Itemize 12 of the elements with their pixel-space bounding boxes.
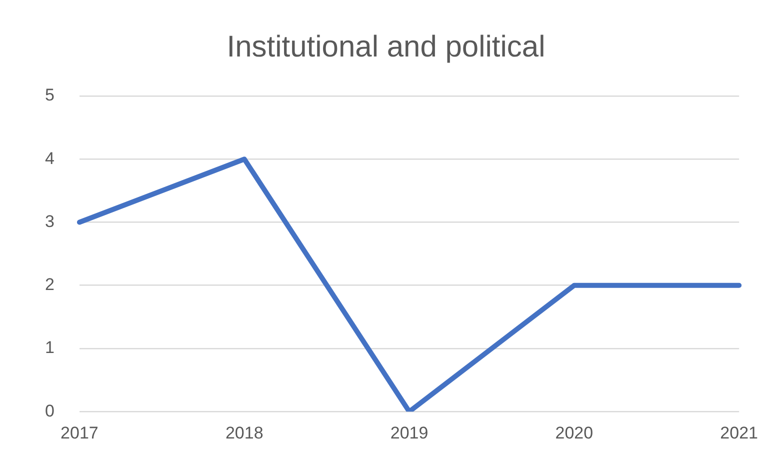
y-tick-label: 3 bbox=[44, 212, 54, 231]
y-tick-label: 2 bbox=[44, 275, 54, 294]
y-tick-label: 1 bbox=[44, 338, 54, 358]
y-tick-label: 4 bbox=[44, 148, 54, 168]
x-tick-label: 2020 bbox=[555, 423, 594, 442]
x-tick-label: 2021 bbox=[720, 423, 758, 442]
x-tick-label: 2019 bbox=[390, 423, 428, 442]
y-tick-label: 0 bbox=[44, 401, 54, 420]
x-tick-label: 2017 bbox=[60, 423, 98, 442]
y-tick-label: 5 bbox=[44, 86, 54, 105]
chart-title: Institutional and political bbox=[226, 30, 546, 64]
x-tick-label: 2018 bbox=[225, 423, 264, 442]
